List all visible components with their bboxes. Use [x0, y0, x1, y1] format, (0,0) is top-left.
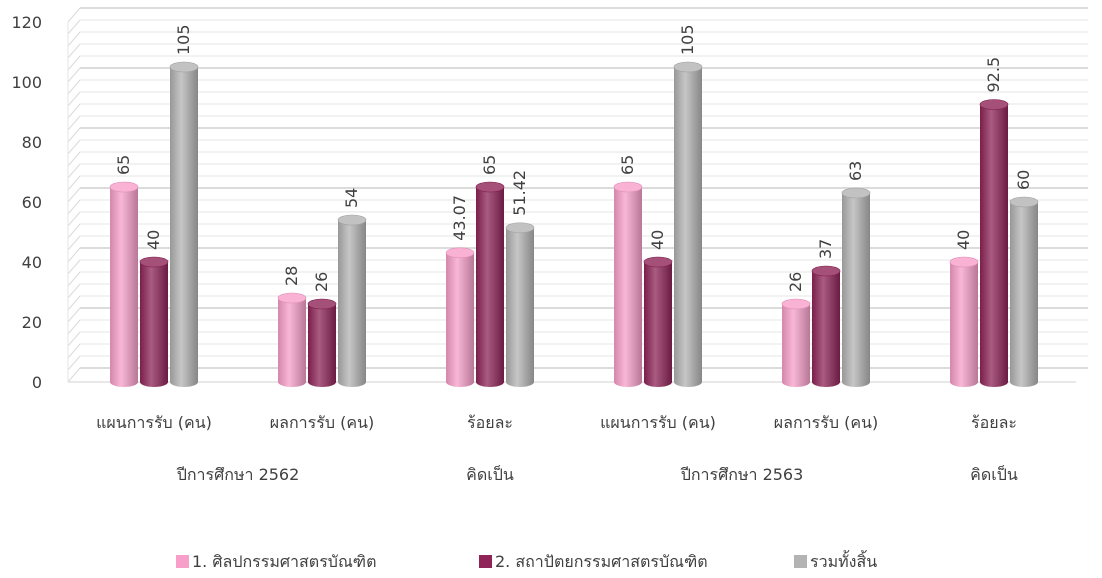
bar: [307, 298, 337, 387]
x-tick-label: ผลการรับ (คน): [774, 413, 878, 432]
x-axis: แผนการรับ (คน) ผลการรับ (คน) ร้อยละ แผนการร…: [96, 413, 1018, 484]
x-tick-label: ร้อยละ: [467, 413, 513, 432]
legend-swatch: [176, 555, 189, 568]
y-tick-label: 100: [11, 73, 42, 92]
bar: [949, 256, 979, 387]
legend-label: รวมทั้งสิ้น: [810, 550, 877, 571]
data-label: 60: [1014, 170, 1033, 190]
bar: [643, 256, 673, 387]
data-label: 65: [618, 155, 637, 175]
bar: [277, 292, 307, 387]
y-tick-label: 60: [22, 193, 42, 212]
legend: 1. ศิลปกรรมศาสตรบัณฑิต 2. สถาปัตยกรรมศาสต…: [176, 550, 877, 571]
data-label: 40: [648, 230, 667, 250]
data-label: 28: [282, 266, 301, 286]
x-group-label: ปีการศึกษา 2562: [176, 465, 299, 484]
data-label: 26: [312, 272, 331, 292]
data-label: 65: [480, 155, 499, 175]
bar: [445, 247, 475, 387]
bar: [337, 214, 367, 387]
x-tick-label: ผลการรับ (คน): [270, 413, 374, 432]
data-label: 65: [114, 155, 133, 175]
x-tick-label: แผนการรับ (คน): [600, 413, 716, 432]
data-label: 26: [786, 272, 805, 292]
y-tick-label: 20: [22, 313, 42, 332]
bar: [811, 265, 841, 387]
x-tick-label: แผนการรับ (คน): [96, 413, 212, 432]
data-label: 40: [144, 230, 163, 250]
legend-item: รวมทั้งสิ้น: [794, 550, 877, 571]
bar: [139, 256, 169, 387]
bar: [673, 61, 703, 387]
legend-label: 2. สถาปัตยกรรมศาสตรบัณฑิต: [495, 552, 708, 571]
bar: [841, 187, 871, 387]
legend-item: 1. ศิลปกรรมศาสตรบัณฑิต: [176, 552, 376, 571]
data-label: 92.5: [984, 57, 1003, 93]
bar: [505, 222, 535, 387]
data-label: 37: [816, 239, 835, 259]
y-tick-label: 80: [22, 133, 42, 152]
legend-swatch: [479, 555, 492, 568]
x-group-label: คิดเป็น: [466, 464, 514, 484]
legend-item: 2. สถาปัตยกรรมศาสตรบัณฑิต: [479, 552, 708, 571]
x-tick-label: ร้อยละ: [971, 413, 1017, 432]
data-labels: 65 40 105 28 26 54 43.07 65 51.42 65 40 105 26 37 63 40…: [114, 24, 1033, 292]
data-label: 43.07: [450, 195, 469, 241]
bar: [169, 61, 199, 387]
legend-label: 1. ศิลปกรรมศาสตรบัณฑิต: [192, 552, 376, 571]
bar: [1009, 196, 1039, 387]
bar: [475, 181, 505, 387]
data-label: 51.42: [510, 170, 529, 216]
bar: [613, 181, 643, 387]
data-label: 105: [678, 24, 697, 55]
y-axis: 0 20 40 60 80 100 120: [11, 13, 42, 392]
bar: [979, 99, 1009, 387]
bars: [109, 61, 1039, 387]
bar: [781, 298, 811, 387]
gridlines: [67, 7, 1088, 383]
data-label: 54: [342, 188, 361, 208]
y-tick-label: 0: [32, 373, 42, 392]
data-label: 40: [954, 230, 973, 250]
legend-swatch: [794, 555, 807, 568]
bar: [109, 181, 139, 387]
data-label: 63: [846, 161, 865, 181]
x-group-label: คิดเป็น: [970, 464, 1018, 484]
y-tick-label: 40: [22, 253, 42, 272]
data-label: 105: [174, 24, 193, 55]
x-group-label: ปีการศึกษา 2563: [680, 465, 803, 484]
y-tick-label: 120: [11, 13, 42, 32]
